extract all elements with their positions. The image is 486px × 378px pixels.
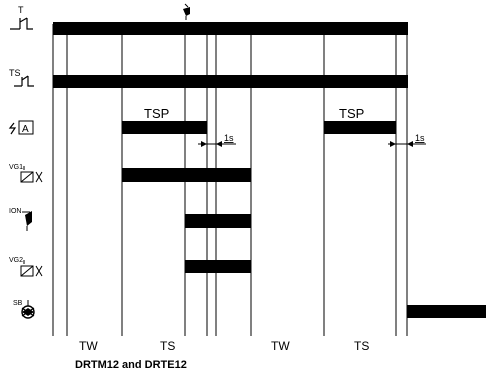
alarm-signal-bar [122, 121, 207, 134]
valve-vg2-icon [20, 260, 43, 277]
valve-vg1-icon [20, 166, 43, 183]
delay-label: 1s [224, 133, 234, 143]
delay-marker-1 [198, 141, 236, 147]
ts-signal-bar [53, 75, 408, 88]
phase-label-ts: TS [354, 339, 369, 353]
row-label-t: T [18, 5, 24, 15]
tsp-label: TSP [339, 106, 364, 121]
contact-ts-icon [14, 75, 34, 87]
ion-gauge-icon [22, 211, 32, 231]
phase-label-tw: TW [271, 339, 290, 353]
ion-signal-bar [185, 214, 251, 228]
diagram-caption: DRTM12 and DRTE12 [75, 359, 187, 371]
row-label-ts: TS [9, 68, 21, 78]
row-label-vg1: VG1 [9, 164, 23, 171]
ion-gauge-marker-icon [183, 3, 190, 20]
row-label-vg2: VG2 [9, 257, 23, 264]
lightning-icon [8, 122, 17, 135]
alarm-box [18, 120, 34, 135]
row-label-alarm: A [22, 124, 29, 135]
phase-label-tw: TW [79, 339, 98, 353]
row-label-sb: SB [13, 300, 23, 307]
tsp-label: TSP [144, 106, 169, 121]
t-signal-bar [53, 22, 408, 35]
contact-t-icon [10, 17, 33, 30]
alarm-signal-bar [324, 121, 396, 134]
signal-bars [53, 22, 486, 318]
sb-indicator-icon [21, 300, 35, 319]
phase-label-ts: TS [160, 339, 175, 353]
vg2-signal-bar [185, 260, 251, 273]
delay-label: 1s [415, 133, 425, 143]
vg1-signal-bar [122, 168, 251, 182]
sb-signal-bar [407, 305, 486, 318]
delay-marker-2 [388, 141, 426, 147]
row-label-ion: ION [9, 208, 21, 215]
